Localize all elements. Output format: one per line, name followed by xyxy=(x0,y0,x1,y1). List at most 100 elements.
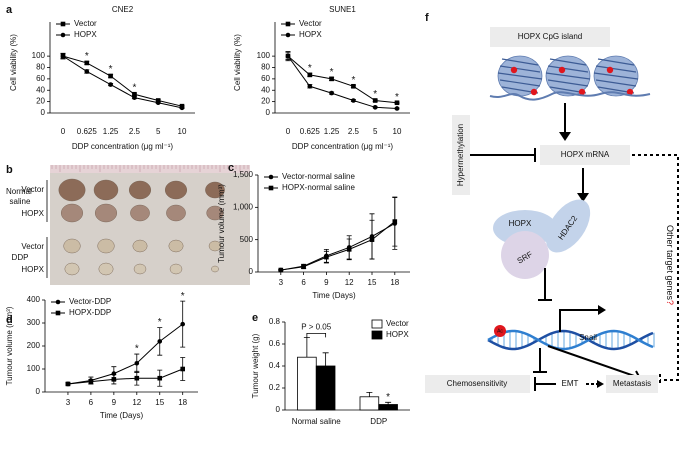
tumour xyxy=(211,265,219,273)
cpg-mark xyxy=(558,66,566,74)
inhibit xyxy=(538,268,552,301)
error-bar xyxy=(303,337,310,358)
tumour xyxy=(206,205,224,221)
marker xyxy=(278,267,284,273)
marker xyxy=(84,69,90,74)
x-tick-label: 5 xyxy=(156,127,161,136)
y-tick-label: 500 xyxy=(240,235,254,244)
y-tick-label: 80 xyxy=(261,63,270,72)
wrap xyxy=(545,72,591,80)
label-line: saline xyxy=(10,197,31,206)
x-tick-label: 0.625 xyxy=(300,127,321,136)
marker xyxy=(268,174,274,180)
legend-label: Vector xyxy=(386,319,409,328)
marker xyxy=(65,381,71,387)
wrap xyxy=(549,58,587,66)
x-tick-label: 15 xyxy=(155,398,164,407)
x-tick-label: 15 xyxy=(368,278,377,287)
wrap xyxy=(593,72,639,80)
annotation: * xyxy=(308,63,312,74)
legend-label: Vector-DDP xyxy=(69,297,111,306)
marker xyxy=(285,32,291,38)
legend-label: HOPX-DDP xyxy=(69,308,111,317)
marker xyxy=(179,105,185,111)
legend-label: Vector xyxy=(74,19,97,28)
y-tick-label: 0 xyxy=(249,267,254,276)
nucleosomes xyxy=(489,55,651,101)
series-line xyxy=(67,323,184,385)
x-axis-label: DDP concentration (μg ml⁻¹) xyxy=(72,142,173,151)
marker xyxy=(180,366,185,372)
marker xyxy=(285,53,291,59)
annotation: * xyxy=(109,64,113,75)
tumour xyxy=(164,180,187,200)
diagram: f HOPX CpG island Hypermethylation HOPX … xyxy=(425,12,679,393)
tumour xyxy=(93,179,119,201)
panel-letter: e xyxy=(252,312,258,324)
y-tick-label: 100 xyxy=(32,51,46,60)
annotation: * xyxy=(132,83,136,94)
arrow xyxy=(559,309,600,332)
marker xyxy=(108,82,113,87)
annotation: * xyxy=(85,51,89,62)
tumour xyxy=(97,238,115,254)
x-tick-label: 0 xyxy=(61,127,66,136)
tumour xyxy=(133,263,147,275)
x-tick-label: 3 xyxy=(66,398,71,407)
dna xyxy=(489,91,651,101)
marker xyxy=(394,100,400,106)
group-label: Normal saline xyxy=(6,187,34,206)
legend-label: HOPX-normal saline xyxy=(282,183,355,192)
arrow-head xyxy=(598,305,606,315)
x-tick-label: 10 xyxy=(393,127,402,136)
series-line xyxy=(67,368,183,385)
tumour xyxy=(63,238,81,254)
series-line xyxy=(280,223,396,271)
x-tick-label: Normal saline xyxy=(292,417,341,426)
x-tick-label: DDP xyxy=(370,417,387,426)
panel-letter: a xyxy=(6,4,13,16)
panel-letter: d xyxy=(6,314,13,326)
y-axis-label: Tumour volume (mm³) xyxy=(5,306,14,385)
inhibit xyxy=(534,377,556,391)
y-tick-label: 200 xyxy=(27,341,41,350)
marker xyxy=(111,377,117,382)
row-label: HOPX xyxy=(21,265,44,274)
wrap xyxy=(595,79,637,87)
panel-letter: b xyxy=(6,164,13,176)
y-tick-label: 40 xyxy=(261,85,270,94)
y-tick-label: 0.6 xyxy=(269,339,281,348)
side-text: Other target genes xyxy=(665,225,675,301)
error-bar xyxy=(322,352,329,366)
side-label: Other target genes? xyxy=(665,225,675,305)
mrna-box xyxy=(540,145,630,165)
y-tick-label: 0 xyxy=(41,108,46,117)
dna-helix xyxy=(487,329,655,351)
annotation: * xyxy=(181,291,185,302)
marker xyxy=(134,375,140,381)
y-tick-label: 1,500 xyxy=(233,170,254,179)
y-axis-label: Tumour weight (g) xyxy=(251,333,260,398)
marker xyxy=(372,105,378,110)
tumour xyxy=(130,204,150,222)
series-line xyxy=(287,55,398,104)
mrna-label: HOPX mRNA xyxy=(561,150,610,159)
marker xyxy=(301,264,306,270)
marker xyxy=(346,247,352,252)
wrap xyxy=(501,58,539,66)
x-tick-label: 2.5 xyxy=(129,127,141,136)
x-tick-label: 0 xyxy=(286,127,291,136)
y-tick-label: 40 xyxy=(36,85,45,94)
legend-swatch xyxy=(371,330,383,340)
annotation: * xyxy=(158,317,162,328)
wrap xyxy=(547,79,589,87)
legend-label: HOPX xyxy=(386,330,409,339)
x-tick-label: 6 xyxy=(89,398,94,407)
tumour xyxy=(61,203,84,223)
cpg-mark xyxy=(530,88,538,96)
chemosensitivity-box xyxy=(425,375,530,393)
marker xyxy=(351,83,356,89)
marker xyxy=(329,90,334,96)
marker xyxy=(324,254,329,260)
y-axis-label: Tumour volume (mm³) xyxy=(217,184,226,263)
